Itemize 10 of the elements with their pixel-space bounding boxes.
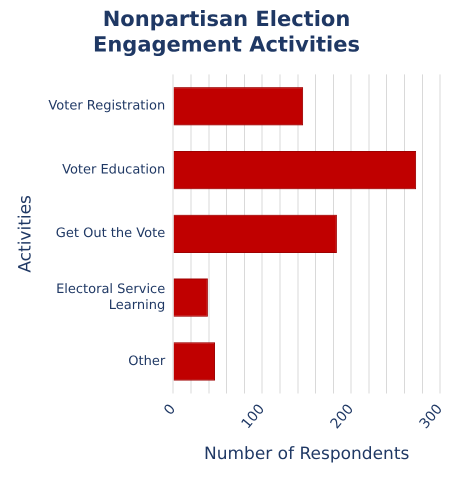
y-tick-label: Voter Registration (48, 98, 166, 114)
x-axis-title: Number of Respondents (204, 444, 410, 464)
y-tick-label: Get Out the Vote (56, 226, 166, 242)
y-tick-label: Voter Education (62, 162, 166, 178)
x-tick-label: 100 (238, 401, 268, 432)
chart-title: Nonpartisan Election Engagement Activities (92, 7, 360, 56)
y-axis-title: Activities (16, 194, 36, 273)
y-tick-label: Other (128, 354, 166, 369)
x-tick-label: 0 (161, 401, 180, 418)
y-tick-label: Electoral Service Learning (56, 282, 166, 313)
